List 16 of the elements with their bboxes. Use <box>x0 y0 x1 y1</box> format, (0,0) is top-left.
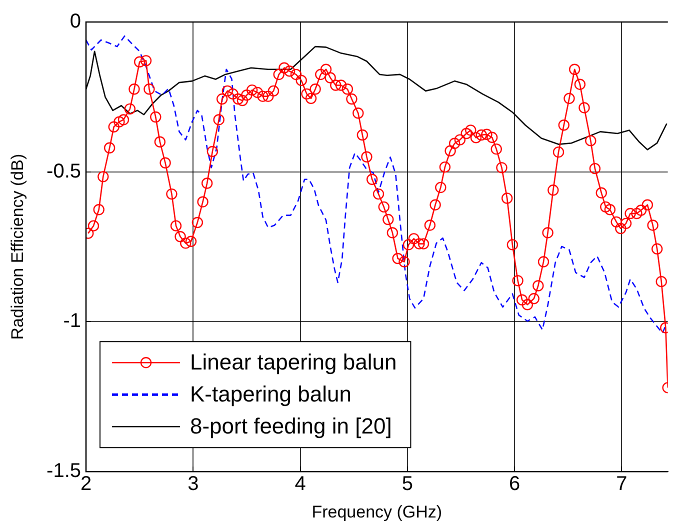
y-tick-label: 0 <box>70 10 81 33</box>
legend-label: K-tapering balun <box>190 382 352 407</box>
line-series <box>86 35 668 334</box>
legend-label: Linear tapering balun <box>190 350 397 375</box>
x-tick-label: 2 <box>80 473 92 496</box>
x-tick-label: 4 <box>294 473 306 496</box>
y-tick-label: -1 <box>63 310 81 332</box>
legend-label: 8-port feeding in [20] <box>190 414 392 439</box>
y-tick-label: -0.5 <box>46 160 81 182</box>
y-tick-label: -1.5 <box>46 460 81 482</box>
y-axis-title: Radiation Efficiency (dB) <box>8 154 27 340</box>
x-tick-label: 5 <box>402 473 413 496</box>
x-axis-title: Frequency (GHz) <box>312 502 442 522</box>
x-tick-label: 7 <box>616 473 628 496</box>
x-tick-label: 6 <box>509 473 520 496</box>
x-tick-label: 3 <box>188 473 199 496</box>
